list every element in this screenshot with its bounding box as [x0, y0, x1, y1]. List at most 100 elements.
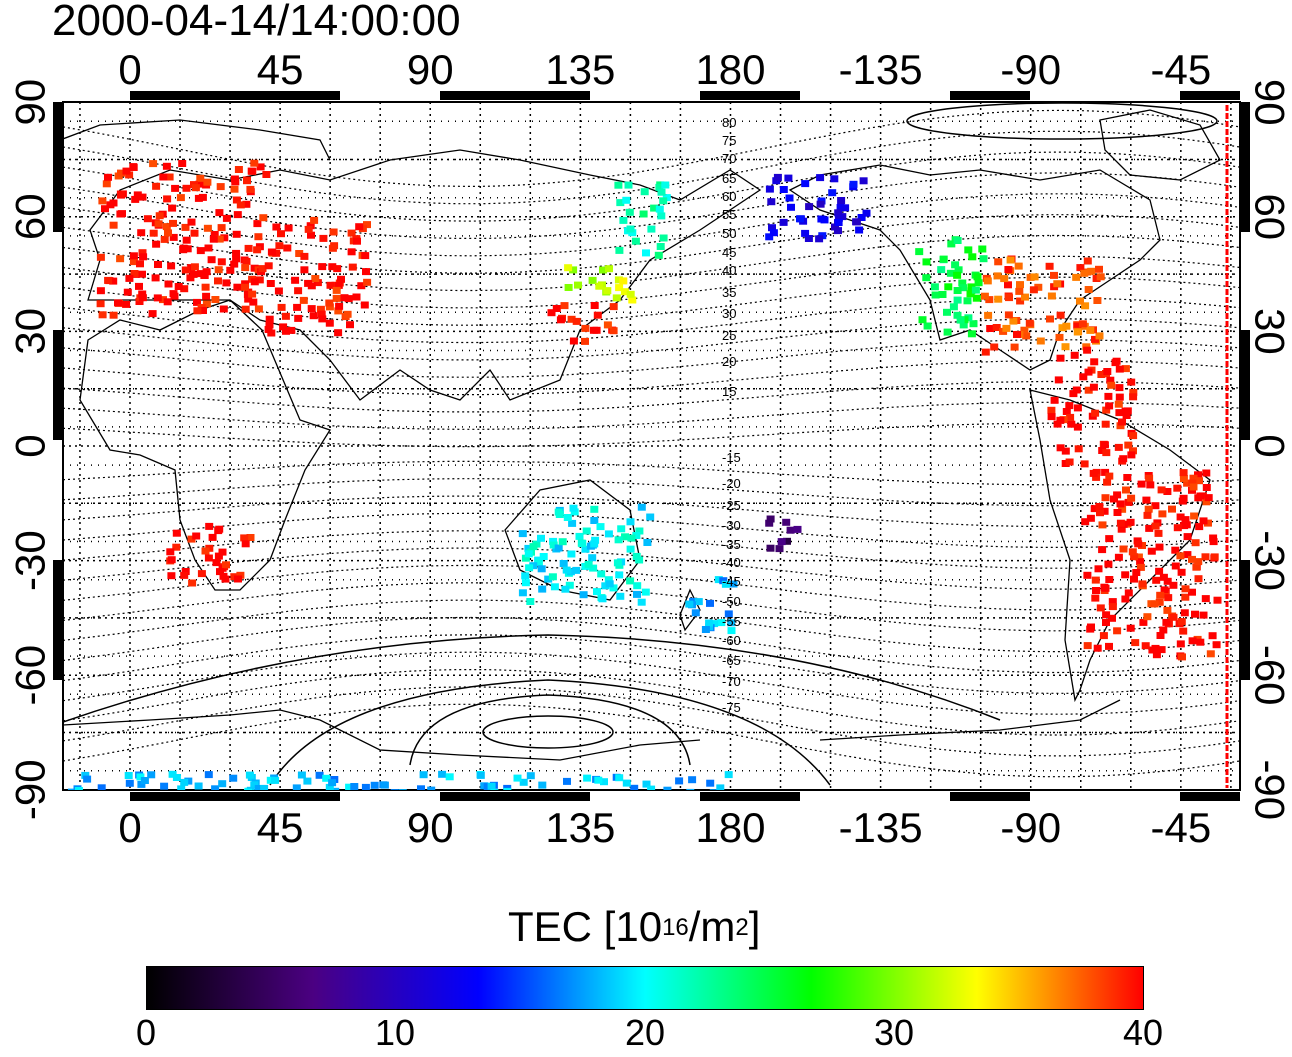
- tec-patch: [979, 255, 988, 263]
- tec-patch: [1121, 595, 1130, 603]
- tec-patch: [816, 174, 825, 182]
- tec-patch: [284, 224, 293, 232]
- tec-patch: [1129, 393, 1138, 401]
- tec-patch: [104, 173, 112, 181]
- tec-patch: [242, 257, 251, 265]
- tec-patch: [131, 195, 140, 203]
- tec-patch: [102, 180, 111, 188]
- top-tick-label: 135: [545, 46, 615, 93]
- tec-patch: [162, 162, 171, 170]
- tec-patch: [1155, 543, 1164, 551]
- colorbar-tick-30: 30: [873, 1012, 915, 1053]
- tec-patch: [1006, 256, 1015, 264]
- tec-patch: [727, 619, 736, 627]
- tec-patch: [236, 201, 245, 209]
- tec-patch: [1050, 271, 1058, 279]
- tec-patch: [1092, 473, 1101, 481]
- tec-patch: [1146, 481, 1155, 489]
- tec-patch: [313, 279, 322, 287]
- tec-patch: [804, 235, 813, 242]
- top-tick-label: -135: [839, 46, 923, 93]
- tec-patch: [1016, 281, 1024, 289]
- tec-patch: [503, 787, 512, 790]
- tec-patch: [513, 774, 522, 782]
- tec-patch: [1129, 432, 1138, 440]
- tec-patch: [294, 287, 303, 295]
- tec-patch: [98, 197, 107, 205]
- tec-patch: [946, 269, 955, 277]
- tec-patch: [549, 541, 558, 549]
- maglat-label: -45: [722, 574, 741, 589]
- tec-patch: [986, 325, 995, 332]
- tec-patch: [325, 299, 334, 307]
- tec-patch: [1091, 335, 1099, 343]
- tec-patch: [353, 237, 361, 245]
- tec-patch: [109, 221, 118, 229]
- tec-patch: [526, 772, 535, 780]
- maglat-label: 35: [722, 285, 736, 300]
- maglat-label: -70: [722, 674, 741, 689]
- tec-patch: [1022, 332, 1031, 340]
- tec-patch: [1098, 447, 1107, 454]
- tec-patch: [552, 305, 561, 312]
- tec-patch: [202, 268, 211, 276]
- tec-patch: [306, 222, 315, 230]
- tec-patch: [1181, 516, 1190, 524]
- tec-patch: [181, 266, 190, 274]
- tec-patch: [1073, 404, 1082, 412]
- tec-patch: [1061, 447, 1070, 455]
- tec-patch: [215, 209, 224, 217]
- tec-patch: [786, 526, 795, 534]
- tec-patch: [292, 784, 301, 790]
- tec-patch: [1152, 576, 1161, 584]
- tec-patch: [380, 781, 389, 789]
- tec-patch: [234, 166, 243, 173]
- maglat-label: 70: [722, 151, 736, 166]
- tec-patch: [266, 280, 275, 287]
- tec-patch: [596, 523, 605, 531]
- tec-patch: [564, 264, 573, 272]
- tec-patch: [1110, 495, 1118, 503]
- tec-patch: [1194, 558, 1203, 566]
- tec-patch: [949, 303, 958, 311]
- tec-patch: [642, 780, 651, 788]
- tec-patch: [820, 216, 829, 224]
- tec-patch: [1116, 519, 1125, 527]
- tec-patch: [217, 258, 226, 266]
- tec-patch: [180, 778, 189, 786]
- tec-patch: [109, 277, 118, 285]
- tec-patch: [212, 559, 221, 567]
- tec-patch: [1013, 331, 1021, 338]
- tec-patch: [1155, 598, 1164, 606]
- right-tick-label: 0: [1247, 434, 1292, 457]
- tec-patch: [784, 174, 793, 182]
- tec-patch: [1079, 373, 1088, 381]
- tec-patch: [841, 204, 850, 212]
- tec-patch: [337, 275, 345, 283]
- tec-patch: [575, 532, 584, 540]
- tec-patch: [325, 319, 334, 327]
- tec-patch: [1072, 386, 1081, 394]
- tec-patch: [1156, 632, 1165, 639]
- tec-patch: [293, 303, 302, 311]
- tec-patch: [1009, 317, 1018, 325]
- tec-patch: [182, 184, 191, 192]
- magnetic-latitude-labels: 80 75 70 65 60 55 50 45 40 35 30 25 20 15 -15 -20 -25 -30…: [722, 115, 741, 715]
- tec-patch: [831, 223, 839, 231]
- tec-patch: [601, 582, 610, 590]
- tec-patch: [218, 548, 227, 556]
- tec-patch: [279, 323, 288, 331]
- tec-patch: [837, 197, 846, 204]
- tec-patch: [250, 264, 259, 272]
- tec-patch: [109, 311, 118, 319]
- tec-patch: [1014, 262, 1023, 270]
- tec-patch: [1119, 545, 1128, 553]
- tec-patch: [1179, 469, 1188, 477]
- tec-patch: [254, 785, 263, 790]
- tec-patch: [563, 514, 572, 521]
- tec-patch: [616, 592, 625, 600]
- tec-patch: [168, 204, 177, 212]
- tec-patch: [1176, 640, 1185, 648]
- tec-patch: [1101, 468, 1110, 476]
- tec-patch: [569, 504, 578, 512]
